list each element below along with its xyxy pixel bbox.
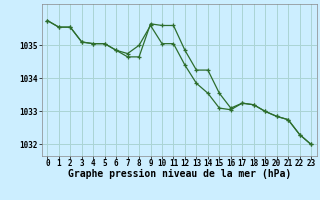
X-axis label: Graphe pression niveau de la mer (hPa): Graphe pression niveau de la mer (hPa) bbox=[68, 169, 291, 179]
